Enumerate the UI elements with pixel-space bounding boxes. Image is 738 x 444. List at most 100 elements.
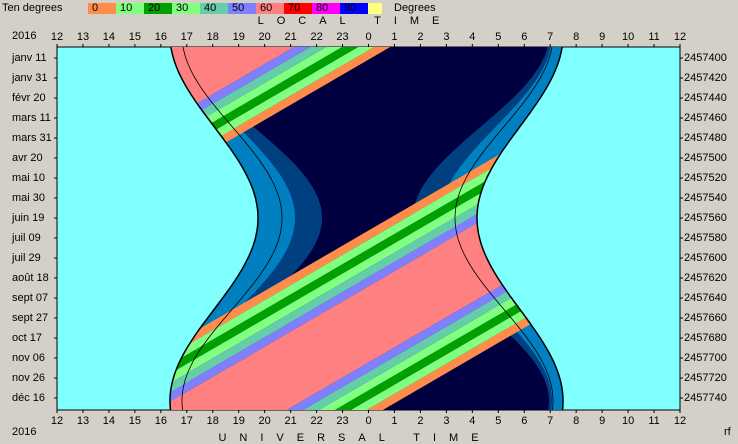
legend-label: 50 bbox=[232, 2, 244, 14]
legend-label: 20 bbox=[148, 2, 160, 14]
legend-swatch bbox=[172, 3, 200, 14]
legend-swatch bbox=[340, 3, 368, 14]
jd-label: 2457680 bbox=[684, 332, 727, 344]
legend-swatch bbox=[144, 3, 172, 14]
jd-label: 2457520 bbox=[684, 172, 727, 184]
legend-swatch bbox=[368, 3, 382, 14]
jd-label: 2457660 bbox=[684, 312, 727, 324]
ut-hour-label: 22 bbox=[310, 415, 322, 427]
local-hour-label: 14 bbox=[103, 31, 115, 43]
jd-label: 2457740 bbox=[684, 392, 727, 404]
ut-hour-label: 1 bbox=[391, 415, 397, 427]
ut-hour-label: 18 bbox=[207, 415, 219, 427]
local-hour-label: 13 bbox=[77, 31, 89, 43]
date-label: sept 07 bbox=[12, 292, 48, 304]
local-hour-label: 22 bbox=[310, 31, 322, 43]
ut-hour-label: 4 bbox=[469, 415, 475, 427]
twilight-outline bbox=[169, 46, 564, 411]
legend-swatch bbox=[256, 3, 284, 14]
ut-hour-label: 19 bbox=[233, 415, 245, 427]
date-label: déc 16 bbox=[12, 392, 45, 404]
ut-hour-label: 23 bbox=[336, 415, 348, 427]
date-label: mai 10 bbox=[12, 172, 45, 184]
legend-label: 90 bbox=[344, 2, 356, 14]
legend-swatch bbox=[312, 3, 340, 14]
jd-label: 2457560 bbox=[684, 212, 727, 224]
date-label: juil 09 bbox=[11, 232, 41, 244]
local-hour-label: 20 bbox=[259, 31, 271, 43]
jd-label: 2457600 bbox=[684, 252, 727, 264]
ut-hour-label: 5 bbox=[495, 415, 501, 427]
ut-hour-label: 2 bbox=[417, 415, 423, 427]
ut-hour-label: 9 bbox=[599, 415, 605, 427]
altitude-band bbox=[286, 47, 563, 410]
local-hour-label: 6 bbox=[521, 31, 527, 43]
date-label: août 18 bbox=[12, 272, 49, 284]
legend-swatch bbox=[88, 3, 116, 14]
ut-hour-label: 16 bbox=[155, 415, 167, 427]
altitude-band bbox=[170, 47, 563, 410]
jd-label: 2457440 bbox=[684, 92, 727, 104]
legend-label: 0 bbox=[92, 2, 98, 14]
jd-label: 2457460 bbox=[684, 112, 727, 124]
date-label: janv 11 bbox=[11, 52, 47, 64]
ut-hour-label: 17 bbox=[181, 415, 193, 427]
jd-label: 2457480 bbox=[684, 132, 727, 144]
ut-hour-label: 11 bbox=[648, 415, 659, 427]
year-label: 2016 bbox=[12, 426, 36, 438]
altitude-band bbox=[170, 47, 563, 410]
legend-swatch bbox=[284, 3, 312, 14]
jd-label: 2457500 bbox=[684, 152, 727, 164]
altitude-band bbox=[170, 47, 391, 410]
ut-hour-label: 6 bbox=[521, 415, 527, 427]
local-hour-label: 3 bbox=[443, 31, 449, 43]
legend-swatch bbox=[200, 3, 228, 14]
legend-label: 70 bbox=[288, 2, 300, 14]
altitude-band bbox=[318, 47, 563, 410]
ut-hour-label: 13 bbox=[77, 415, 89, 427]
date-label: nov 06 bbox=[12, 352, 45, 364]
ut-hour-label: 3 bbox=[443, 415, 449, 427]
ut-hour-label: 10 bbox=[622, 415, 634, 427]
legend-unit: Degrees bbox=[394, 2, 436, 14]
local-hour-label: 16 bbox=[155, 31, 167, 43]
local-hour-label: 18 bbox=[207, 31, 219, 43]
local-hour-label: 12 bbox=[51, 31, 63, 43]
local-hour-label: 0 bbox=[365, 31, 371, 43]
bottom-title: UNIVERSAL TIME bbox=[218, 432, 491, 444]
legend-label: 40 bbox=[204, 2, 216, 14]
altitude-band bbox=[350, 47, 563, 410]
ut-hour-label: 20 bbox=[259, 415, 271, 427]
date-label: juin 19 bbox=[11, 212, 44, 224]
altitude-band bbox=[302, 47, 563, 410]
jd-label: 2457540 bbox=[684, 192, 727, 204]
legend-label: 60 bbox=[260, 2, 272, 14]
ut-hour-label: 14 bbox=[103, 415, 115, 427]
jd-label: 2457420 bbox=[684, 72, 727, 84]
ut-hour-label: 15 bbox=[129, 415, 141, 427]
altitude-band bbox=[170, 47, 563, 410]
top-title: LOCAL TIME bbox=[258, 15, 453, 27]
local-hour-label: 19 bbox=[233, 31, 245, 43]
ut-hour-label: 8 bbox=[573, 415, 579, 427]
local-hour-label: 4 bbox=[469, 31, 475, 43]
local-hour-label: 5 bbox=[495, 31, 501, 43]
ut-hour-label: 12 bbox=[674, 415, 686, 427]
date-label: oct 17 bbox=[12, 332, 42, 344]
date-label: mai 30 bbox=[12, 192, 45, 204]
local-hour-label: 8 bbox=[573, 31, 579, 43]
date-label: mars 31 bbox=[12, 132, 52, 144]
jd-label: 2457620 bbox=[684, 272, 727, 284]
date-label: sept 27 bbox=[12, 312, 48, 324]
altitude-band bbox=[170, 47, 563, 410]
jd-label: 2457720 bbox=[684, 372, 727, 384]
legend-swatch bbox=[228, 3, 256, 14]
altitude-band bbox=[334, 47, 563, 410]
legend-label: 30 bbox=[176, 2, 188, 14]
date-label: févr 20 bbox=[12, 92, 46, 104]
local-hour-label: 2 bbox=[417, 31, 423, 43]
jd-label: 2457400 bbox=[684, 52, 727, 64]
date-label: mars 11 bbox=[12, 112, 51, 124]
local-hour-label: 11 bbox=[648, 31, 659, 43]
